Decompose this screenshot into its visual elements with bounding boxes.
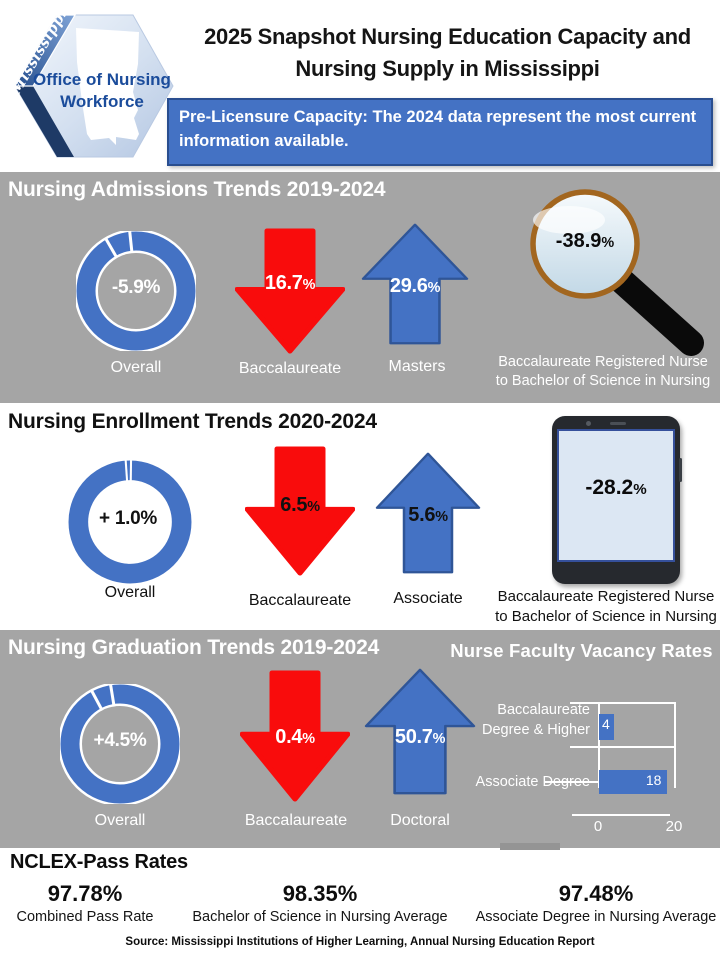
admissions-callout-caption: Baccalaureate Registered Nurse to Bachel… xyxy=(488,353,718,392)
down-arrow-icon xyxy=(235,228,345,354)
enrollment-down-arrow: 6.5% xyxy=(245,446,355,576)
office-of-nursing-workforce-logo: Mississippi Office of Nursing Workforce xyxy=(12,6,174,158)
caption-line1: Baccalaureate Registered Nurse xyxy=(498,354,708,370)
nclex-adn-value: 97.48% xyxy=(558,881,634,906)
mississippi-state-silhouette xyxy=(76,28,139,145)
enrollment-up-label: Associate xyxy=(393,590,463,607)
faculty-vacancy-chart-title: Nurse Faculty Vacancy Rates xyxy=(450,640,713,661)
graduation-down-value: 0.4% xyxy=(275,726,315,748)
enrollment-up-value: 5.6% xyxy=(408,504,448,526)
donut-chart-icon xyxy=(74,229,198,353)
graduation-up-label: Doctoral xyxy=(390,812,450,829)
donut-chart-icon xyxy=(65,457,195,587)
nclex-bsn-label: Bachelor of Science in Nursing Average xyxy=(192,909,448,925)
chart-category-label-associate: Associate Degree xyxy=(475,774,590,790)
enrollment-overall-label: Overall xyxy=(104,584,156,601)
admissions-overall-label: Overall xyxy=(110,359,162,376)
x-tick-20: 20 xyxy=(665,818,683,835)
enrollment-heading: Nursing Enrollment Trends 2020-2024 xyxy=(8,410,377,433)
logo-lower-band xyxy=(15,86,74,157)
enrollment-down-value: 6.5% xyxy=(280,494,320,516)
admissions-overall-donut: -5.9% xyxy=(74,229,198,353)
chart-gridline-20 xyxy=(674,702,676,788)
logo-org-line2: Workforce xyxy=(60,92,144,111)
phone-screen xyxy=(557,429,675,562)
chart-row-divider-middle xyxy=(570,746,676,748)
pre-licensure-banner: Pre-Licensure Capacity: The 2024 data re… xyxy=(167,98,713,166)
source-note: Source: Mississippi Institutions of High… xyxy=(125,936,595,948)
enrollment-overall-value: + 1.0% xyxy=(99,508,157,529)
admissions-down-value: 16.7% xyxy=(264,272,316,294)
tablet-phone-icon: -28.2% xyxy=(552,416,682,584)
enrollment-overall-donut: + 1.0% xyxy=(65,457,195,587)
caption-line2: to Bachelor of Science in Nursing xyxy=(495,373,711,390)
enrollment-up-arrow: 5.6% xyxy=(375,452,481,574)
graduation-up-arrow: 50.7% xyxy=(364,668,476,795)
graduation-down-arrow: 0.4% xyxy=(240,670,350,802)
chart-x-axis-line xyxy=(572,814,670,816)
chart-row-divider-top xyxy=(570,702,676,704)
admissions-callout-value: -38.9% xyxy=(555,230,615,252)
nclex-combined-value: 97.78% xyxy=(47,881,123,906)
gray-notch xyxy=(500,843,560,850)
enrollment-callout-caption: Baccalaureate Registered Nurse to Bachel… xyxy=(492,587,720,627)
graduation-up-value: 50.7% xyxy=(394,726,446,748)
enrollment-down-label: Baccalaureate xyxy=(248,592,352,609)
phone-speaker-slot xyxy=(610,422,626,425)
admissions-overall-value: -5.9% xyxy=(111,277,161,298)
logo-org-line1: Office of Nursing xyxy=(33,70,171,89)
down-arrow-icon xyxy=(245,446,355,576)
x-tick-0: 0 xyxy=(593,818,603,835)
bar-value-label: 4 xyxy=(602,716,610,732)
up-arrow-icon xyxy=(375,452,481,574)
nclex-adn-label: Associate Degree in Nursing Average xyxy=(475,909,717,925)
logo-upper-band xyxy=(13,14,77,87)
graduation-overall-donut: +4.5% xyxy=(58,682,182,806)
nclex-heading: NCLEX-Pass Rates xyxy=(10,851,188,873)
chart-category-label-baccalaureate: Baccalaureate Degree & Higher xyxy=(482,702,590,739)
admissions-up-value: 29.6% xyxy=(389,275,441,297)
bar-baccalaureate-degree-higher: 4 xyxy=(599,714,615,740)
page-title-line2: Nursing Supply in Mississippi xyxy=(295,56,600,81)
graduation-overall-label: Overall xyxy=(94,812,146,829)
caption-line2: to Bachelor of Science in Nursing xyxy=(495,608,717,626)
bar-value-label: 18 xyxy=(645,772,662,788)
graduation-overall-value: +4.5% xyxy=(93,730,147,751)
graduation-heading: Nursing Graduation Trends 2019-2024 xyxy=(8,636,380,659)
chart-category-leader-line xyxy=(544,781,599,783)
phone-camera-dot xyxy=(586,421,591,426)
admissions-up-label: Masters xyxy=(388,358,446,375)
bar-associate-degree: 18 xyxy=(599,770,668,794)
nclex-bsn-value: 98.35% xyxy=(282,881,358,906)
up-arrow-icon xyxy=(364,668,476,795)
up-arrow-icon xyxy=(361,223,469,345)
admissions-down-arrow: 16.7% xyxy=(235,228,345,354)
down-arrow-icon xyxy=(240,670,350,802)
graduation-down-label: Baccalaureate xyxy=(244,812,348,829)
phone-side-button xyxy=(679,458,682,482)
admissions-down-label: Baccalaureate xyxy=(238,360,342,377)
donut-chart-icon xyxy=(58,682,182,806)
caption-line1: Baccalaureate Registered Nurse xyxy=(497,588,715,605)
magnifying-glass-icon xyxy=(530,189,704,356)
nclex-combined-label: Combined Pass Rate xyxy=(16,909,154,925)
chart-y-axis-line xyxy=(598,702,600,788)
enrollment-callout-value: -28.2% xyxy=(585,476,647,499)
faculty-vacancy-bar-chart: Baccalaureate Degree & Higher Associate … xyxy=(440,680,720,850)
page-title-line1: 2025 Snapshot Nursing Education Capacity… xyxy=(204,24,691,49)
admissions-heading: Nursing Admissions Trends 2019-2024 xyxy=(8,178,386,201)
admissions-up-arrow: 29.6% xyxy=(361,223,469,345)
